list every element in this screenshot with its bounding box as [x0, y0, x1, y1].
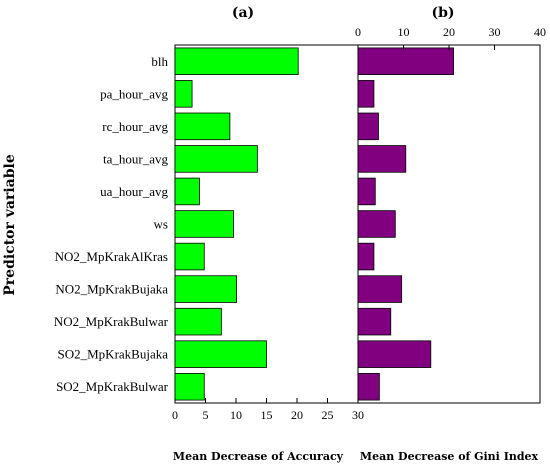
gini-bar-rc-hour-avg: [357, 112, 379, 141]
accuracy-bar-ta-hour-avg: [174, 145, 258, 173]
gini-bar-pa-hour-avg: [357, 80, 375, 108]
category-label-no2-mpkrakbujaka: NO2_MpKrakBujaka: [55, 282, 168, 297]
category-label-blh: blh: [151, 54, 168, 69]
gini-bars: [357, 47, 454, 401]
gini-tick-label: 30: [489, 25, 501, 39]
x-axis-title-accuracy: Mean Decrease of Accuracy: [173, 450, 344, 463]
accuracy-bar-so2-mpkrakbujaka: [174, 340, 267, 368]
category-label-so2-mpkrakbujaka: SO2_MpKrakBujaka: [58, 347, 169, 362]
gini-bar-so2-mpkrakbulwar: [357, 372, 380, 401]
gini-bar-ws: [357, 210, 396, 238]
accuracy-bars: [174, 47, 299, 401]
category-label-ta-hour-avg: ta_hour_avg: [103, 151, 168, 166]
accuracy-tick-label: 30: [352, 408, 364, 422]
gini-x-axis: 0 10 20 30 40: [355, 25, 546, 50]
accuracy-bar-no2-mpkrakbulwar: [174, 307, 222, 336]
category-label-no2-mpkrakalkras: NO2_MpKrakAlKras: [55, 249, 168, 264]
category-labels: blh pa_hour_avg rc_hour_avg ta_hour_avg ua_h…: [54, 54, 169, 394]
accuracy-x-axis: 0 5 10 15 20 25 30: [172, 398, 364, 422]
accuracy-tick-label: 15: [261, 408, 273, 422]
accuracy-tick-label: 0: [172, 408, 178, 422]
y-axis-title: Predictor variable: [2, 154, 18, 296]
accuracy-tick-label: 5: [203, 408, 209, 422]
category-label-rc-hour-avg: rc_hour_avg: [102, 119, 168, 134]
accuracy-bar-ws: [174, 210, 234, 238]
gini-bar-no2-mpkrakalkras: [357, 242, 375, 271]
accuracy-tick-label: 20: [291, 408, 303, 422]
gini-tick-label: 20: [443, 25, 455, 39]
accuracy-bar-no2-mpkrakbujaka: [174, 275, 238, 303]
gini-bar-no2-mpkrakbujaka: [357, 275, 403, 303]
accuracy-bar-blh: [174, 47, 299, 76]
accuracy-bar-rc-hour-avg: [174, 112, 231, 141]
gini-tick-label: 10: [398, 25, 410, 39]
category-label-pa-hour-avg: pa_hour_avg: [100, 86, 168, 101]
accuracy-bar-ua-hour-avg: [174, 177, 200, 206]
category-label-no2-mpkrakbulwar: NO2_MpKrakBulwar: [54, 314, 169, 329]
category-label-ws: ws: [154, 217, 168, 232]
gini-tick-label: 40: [534, 25, 546, 39]
gini-bar-so2-mpkrakbujaka: [357, 340, 432, 368]
accuracy-tick-label: 25: [322, 408, 334, 422]
accuracy-bar-no2-mpkrakalkras: [174, 242, 205, 271]
gini-tick-label: 0: [355, 25, 361, 39]
category-label-so2-mpkrakbulwar: SO2_MpKrakBulwar: [56, 379, 169, 394]
panel-label-a: (a): [232, 5, 254, 21]
gini-bar-blh: [357, 47, 454, 76]
accuracy-bar-pa-hour-avg: [174, 80, 193, 108]
gini-bar-ua-hour-avg: [357, 177, 376, 206]
accuracy-bar-so2-mpkrakbulwar: [174, 372, 205, 401]
gini-bar-no2-mpkrakbulwar: [357, 307, 392, 336]
x-axis-title-gini: Mean Decrease of Gini Index: [360, 450, 539, 463]
panel-label-b: (b): [431, 5, 454, 21]
category-label-ua-hour-avg: ua_hour_avg: [100, 184, 168, 199]
accuracy-tick-label: 10: [230, 408, 242, 422]
gini-bar-ta-hour-avg: [357, 145, 407, 173]
